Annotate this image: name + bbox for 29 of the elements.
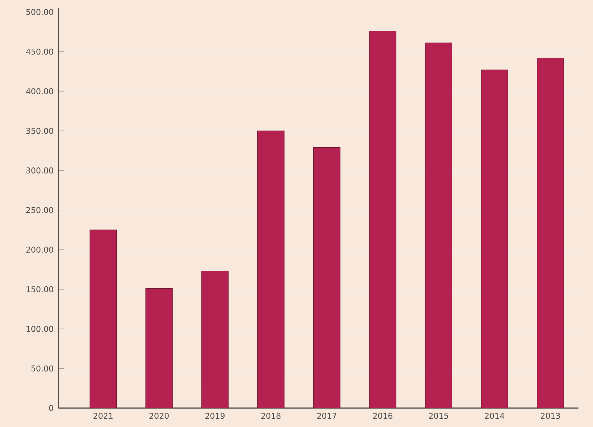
x-tick-label: 2017 — [317, 413, 337, 420]
x-tick-label: 2016 — [373, 413, 393, 420]
y-tick-label: 0 — [49, 405, 54, 412]
y-tick-label: 450.00 — [26, 48, 54, 55]
x-tick-label: 2014 — [485, 413, 505, 420]
bar — [481, 70, 508, 408]
y-tick-label: 150.00 — [26, 286, 54, 293]
x-tick-label: 2021 — [94, 413, 113, 420]
bar — [313, 147, 341, 408]
bar — [425, 42, 452, 408]
x-tick-label: 2020 — [150, 413, 169, 420]
y-tick-label: 50.00 — [32, 366, 54, 372]
y-tick-label: 300.00 — [26, 168, 54, 174]
x-tick-label: 2015 — [429, 413, 448, 420]
y-tick-label: 500.00 — [26, 9, 54, 16]
y-tick-label: 400.00 — [26, 88, 54, 95]
bar — [146, 288, 173, 408]
x-tick-label: 2013 — [541, 413, 560, 420]
x-tick-label: 2019 — [206, 413, 225, 420]
x-tick-label: 2018 — [262, 413, 281, 420]
y-tick-label: 250.00 — [26, 207, 54, 214]
bar — [90, 230, 118, 408]
bar — [258, 130, 285, 408]
bar — [369, 31, 397, 408]
y-tick-label: 200.00 — [26, 246, 54, 253]
y-tick-label: 350.00 — [26, 128, 54, 134]
bar — [202, 271, 229, 408]
y-tick-label: 100.00 — [26, 326, 54, 332]
bar — [537, 58, 564, 408]
